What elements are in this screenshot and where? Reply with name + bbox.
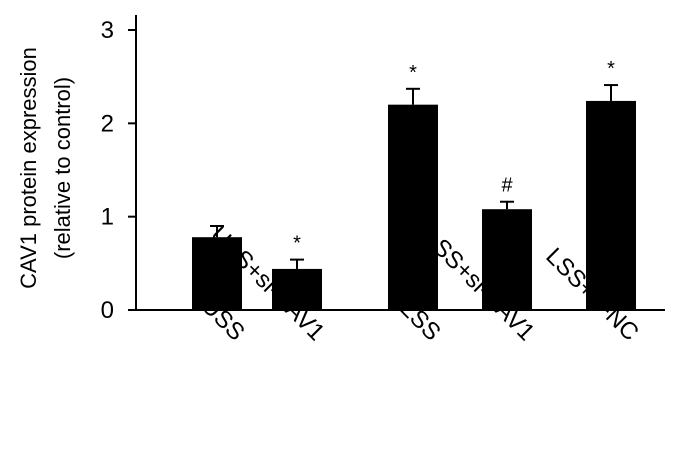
- bar: [586, 100, 636, 310]
- significance-mark: *: [607, 58, 615, 80]
- y-tick-label: 1: [101, 204, 114, 231]
- bar: [272, 268, 322, 310]
- plot-area: 0123USS*USS+si-CAV1*LSS#LSS+si-CAV1*LSS+…: [101, 15, 665, 346]
- bar: [388, 104, 438, 311]
- significance-mark: *: [409, 62, 417, 84]
- y-axis-title-line-1: CAV1 protein expression: [16, 47, 41, 289]
- significance-mark: #: [501, 175, 513, 197]
- y-tick-label: 0: [101, 297, 114, 324]
- y-axis-title: CAV1 protein expression (relative to con…: [16, 47, 75, 289]
- bar: [482, 209, 532, 310]
- y-tick-label: 3: [101, 17, 114, 44]
- significance-mark: *: [293, 233, 301, 255]
- bar: [192, 237, 242, 310]
- y-tick-label: 2: [101, 110, 114, 137]
- y-axis-title-line-2: (relative to control): [50, 77, 75, 259]
